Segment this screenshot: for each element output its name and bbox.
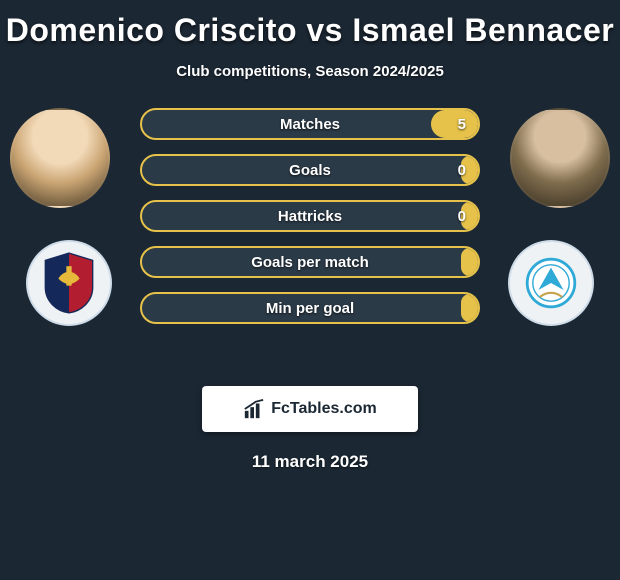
date-text: 11 march 2025 [0,452,620,472]
stat-bar-value-right: 0 [458,202,466,230]
page-title: Domenico Criscito vs Ismael Bennacer [0,0,620,49]
player-left-avatar [10,108,110,208]
stat-bar-label: Matches [142,110,478,138]
stat-bar: Matches 5 [140,108,480,140]
player-right-avatar [510,108,610,208]
stat-bar: Goals per match [140,246,480,278]
stat-bar: Min per goal [140,292,480,324]
genoa-crest-icon [41,252,97,314]
stat-bar: Goals 0 [140,154,480,186]
club-right-crest [508,240,594,326]
brand-text: FcTables.com [271,400,377,418]
stat-bar-label: Min per goal [142,294,478,322]
club-left-crest [26,240,112,326]
stat-bar-value-right: 0 [458,156,466,184]
subtitle: Club competitions, Season 2024/2025 [0,63,620,80]
stat-bar-label: Goals per match [142,248,478,276]
stat-bars: Matches 5 Goals 0 Hattricks 0 Goals per … [140,108,480,338]
comparison-stage: Matches 5 Goals 0 Hattricks 0 Goals per … [0,108,620,368]
marseille-crest-icon [523,252,579,314]
stat-bar: Hattricks 0 [140,200,480,232]
stat-bar-value-right: 5 [458,110,466,138]
brand-badge: FcTables.com [202,386,418,432]
chart-icon [243,398,265,420]
stat-bar-label: Goals [142,156,478,184]
stat-bar-label: Hattricks [142,202,478,230]
